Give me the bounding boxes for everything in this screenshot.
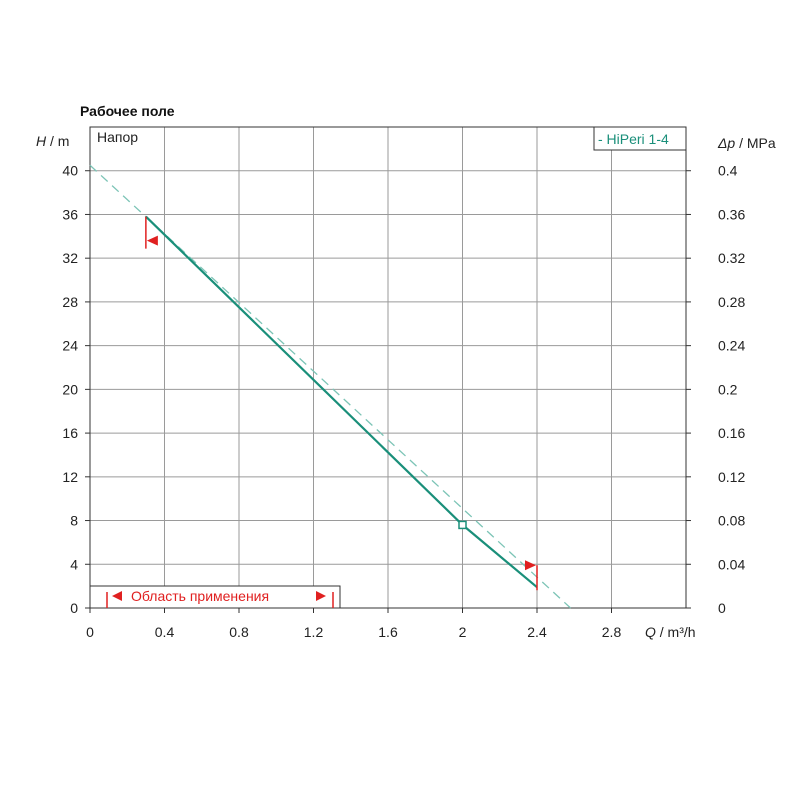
inner-label: Напор [97,129,138,145]
y2-axis-symbol: Δp [717,135,735,151]
y2-tick-label: 0.04 [718,556,745,572]
y2-axis-label: Δp / MPa [717,135,776,151]
x-axis-unit: / m³/h [656,624,696,640]
x-tick-label: 0.4 [155,624,175,640]
legend-box [593,126,687,151]
legend-series-name: - HiPeri 1-4 [598,131,669,147]
y-tick-label: 28 [62,294,78,310]
x-tick-label: 0 [86,624,94,640]
min-flow-marker-arrow [146,235,158,246]
application-area-right-arrow [316,591,326,601]
application-area-left-arrow [112,591,122,601]
y-axis-label: H / m [36,133,69,149]
x-axis-symbol: Q [645,624,656,640]
y-axis-symbol: H [36,133,47,149]
x-tick-label: 2.8 [602,624,622,640]
x-axis-label: Q / m³/h [645,624,696,640]
x-tick-label: 0.8 [229,624,249,640]
y-tick-label: 36 [62,206,78,222]
application-area: Область применения [89,585,341,609]
max-flow-marker-arrow [525,560,536,571]
y2-tick-label: 0.16 [718,425,745,441]
y-tick-label: 24 [62,338,78,354]
application-area-box [89,585,341,609]
y-tick-label: 4 [70,556,78,572]
chart-title: Рабочее поле [80,103,175,119]
y2-tick-label: 0.32 [718,250,745,266]
y2-tick-label: 0 [718,600,726,616]
x-tick-label: 2 [459,624,467,640]
y2-tick-label: 0.4 [718,163,738,179]
y2-tick-label: 0.28 [718,294,745,310]
y-tick-label: 8 [70,513,78,529]
x-tick-label: 1.2 [304,624,324,640]
plot-frame [89,126,687,609]
x-tick-label: 2.4 [527,624,547,640]
legend: - HiPeri 1-4 [593,126,687,151]
x-tick-labels: 0 0.4 0.8 1.2 1.6 2 2.4 2.8 [86,624,621,640]
y-tick-labels: 0 4 8 12 16 20 24 28 32 36 40 [62,163,78,616]
series-line [145,215,538,589]
y2-tick-label: 0.24 [718,338,745,354]
y2-axis-unit: / MPa [735,135,776,151]
y-tick-label: 20 [62,381,78,397]
y2-tick-label: 0.36 [718,206,745,222]
y-tick-label: 32 [62,250,78,266]
y-tick-label: 16 [62,425,78,441]
y-tick-label: 0 [70,600,78,616]
y2-tick-label: 0.12 [718,469,745,485]
y-tick-label: 12 [62,469,78,485]
application-area-label: Область применения [131,588,269,604]
range-markers [145,216,538,591]
y2-tick-labels: 0 0.04 0.08 0.12 0.16 0.2 0.24 0.28 0.32 0.36 0.4 [718,163,745,616]
x-tick-label: 1.6 [378,624,398,640]
y-tick-label: 40 [62,163,78,179]
grid [85,127,691,613]
y-axis-unit: / m [46,133,69,149]
curves [89,164,571,609]
y2-tick-label: 0.2 [718,381,738,397]
duty-point-marker [458,520,467,530]
y2-tick-label: 0.08 [718,513,745,529]
